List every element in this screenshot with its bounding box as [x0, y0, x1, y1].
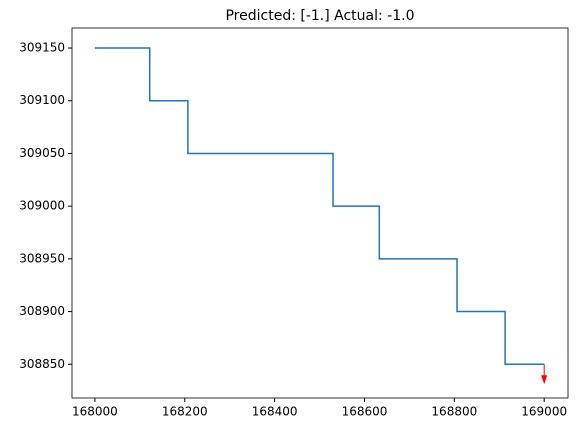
plot-frame	[71, 27, 569, 399]
arrow-head	[541, 375, 548, 385]
y-tick-label: 309150	[19, 41, 65, 55]
x-tick-label: 169000	[521, 405, 567, 419]
chart-title: Predicted: [-1.] Actual: -1.0	[225, 8, 414, 24]
series-line	[94, 47, 545, 366]
y-tick-label: 308900	[19, 304, 65, 318]
y-tick-label: 309000	[19, 199, 65, 213]
x-tick-label: 168600	[342, 405, 388, 419]
y-tick-label: 309050	[19, 146, 65, 160]
y-tick-label: 308950	[19, 251, 65, 265]
y-tick-label: 308850	[19, 357, 65, 371]
x-tick-label: 168400	[252, 405, 298, 419]
x-tick-label: 168000	[72, 405, 118, 419]
y-tick-label: 309100	[19, 93, 65, 107]
x-tick-label: 168200	[162, 405, 208, 419]
x-tick-label: 168800	[431, 405, 477, 419]
